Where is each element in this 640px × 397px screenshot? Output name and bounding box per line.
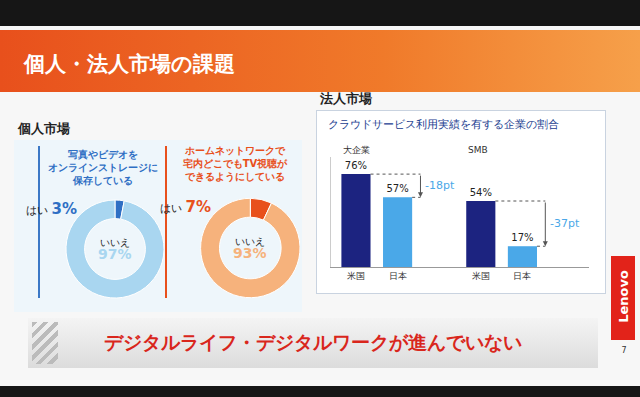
svg-text:54%: 54% — [470, 187, 492, 198]
svg-text:SMB: SMB — [468, 145, 488, 155]
svg-text:はい 7%: はい 7% — [160, 198, 211, 216]
svg-text:大企業: 大企業 — [343, 145, 370, 155]
svg-text:いいえ97%: いいえ97% — [98, 237, 132, 262]
svg-text:-18pt: -18pt — [425, 179, 455, 192]
svg-text:日本: 日本 — [389, 271, 407, 281]
svg-text:はい 3%: はい 3% — [26, 200, 77, 218]
html-text:7: 7 — [621, 346, 627, 355]
html-text:保存している: 保存している — [73, 175, 133, 186]
svg-text:76%: 76% — [345, 160, 367, 171]
html-text:オンラインストレージに: オンラインストレージに — [48, 162, 158, 173]
html-text:Lenovo: Lenovo — [615, 270, 631, 323]
html-text:法人市場: 法人市場 — [320, 91, 372, 106]
html-text:写真やビデオを: 写真やビデオを — [68, 149, 138, 160]
svg-text:日本: 日本 — [513, 271, 531, 281]
html-text:できるようにしている: できるようにしている — [185, 171, 285, 182]
html-text:個人市場: 個人市場 — [18, 121, 70, 136]
svg-text:-37pt: -37pt — [550, 217, 580, 230]
html-text:デジタルライフ・デジタルワークが進んでいない: デジタルライフ・デジタルワークが進んでいない — [104, 331, 522, 353]
html-text:ホームネットワークで: ホームネットワークで — [185, 145, 285, 156]
svg-text:17%: 17% — [511, 232, 533, 243]
svg-text:米国: 米国 — [347, 271, 365, 281]
svg-text:57%: 57% — [386, 183, 408, 194]
svg-text:いいえ93%: いいえ93% — [233, 236, 267, 261]
svg-text:クラウドサービス利用実績を有する企業の割合: クラウドサービス利用実績を有する企業の割合 — [328, 118, 559, 131]
svg-text:米国: 米国 — [472, 271, 490, 281]
html-text:個人・法人市場の課題: 個人・法人市場の課題 — [24, 52, 235, 76]
html-text:宅内どこでもTV視聴が: 宅内どこでもTV視聴が — [182, 158, 288, 169]
